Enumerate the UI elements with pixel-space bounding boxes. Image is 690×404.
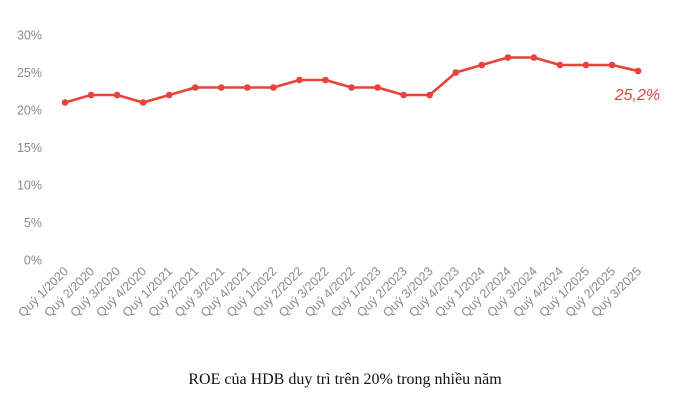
y-tick-label: 30% bbox=[17, 29, 42, 43]
last-value-annotation: 25,2% bbox=[614, 87, 660, 104]
y-tick-label: 15% bbox=[17, 141, 42, 155]
data-point-marker bbox=[296, 76, 303, 84]
data-point-marker bbox=[556, 61, 564, 69]
y-tick-label: 25% bbox=[17, 66, 42, 80]
roe-line-chart: 0% 5% 10% 15% 20% 25% 30% Quý 1/2020 Quý 2/2020… bbox=[16, 29, 661, 320]
data-point-marker bbox=[374, 84, 381, 91]
data-point-marker bbox=[113, 91, 121, 99]
data-point-marker bbox=[61, 99, 69, 106]
data-point-marker bbox=[191, 84, 199, 91]
chart-caption: ROE của HDB duy trì trên 20% trong nhiều… bbox=[188, 371, 502, 388]
y-tick-label: 10% bbox=[17, 179, 42, 193]
data-point-marker bbox=[530, 54, 538, 61]
data-point-marker bbox=[322, 76, 329, 84]
data-point-marker bbox=[478, 61, 486, 69]
data-point-marker bbox=[270, 84, 277, 91]
annotation-layer: 25,2% bbox=[614, 87, 660, 104]
data-point-marker bbox=[504, 54, 512, 61]
data-point-marker bbox=[348, 84, 355, 91]
data-point-marker bbox=[426, 91, 434, 99]
data-point-marker bbox=[452, 69, 460, 76]
y-axis: 0% 5% 10% 15% 20% 25% 30% bbox=[17, 29, 42, 268]
y-tick-label: 0% bbox=[24, 254, 42, 268]
data-point-marker bbox=[165, 91, 173, 99]
y-tick-label: 20% bbox=[17, 104, 42, 118]
series-layer bbox=[61, 54, 642, 106]
roe-line bbox=[63, 56, 640, 104]
data-point-marker bbox=[582, 61, 590, 69]
data-point-marker bbox=[218, 84, 225, 91]
y-tick-label: 5% bbox=[24, 216, 42, 230]
data-point-marker bbox=[400, 91, 407, 99]
data-point-marker bbox=[87, 91, 95, 99]
data-point-marker bbox=[244, 84, 251, 91]
data-point-marker bbox=[608, 61, 616, 69]
data-point-marker bbox=[634, 67, 642, 75]
data-point-marker bbox=[139, 99, 147, 106]
